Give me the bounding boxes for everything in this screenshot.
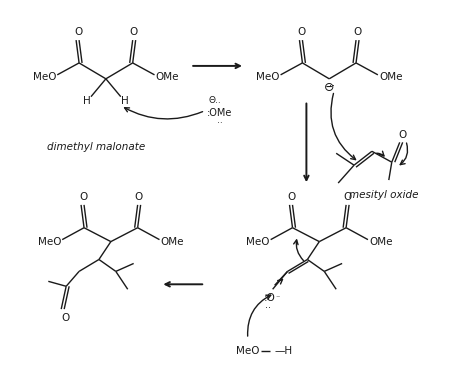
Text: O: O bbox=[353, 27, 361, 37]
Text: O: O bbox=[74, 27, 82, 37]
Text: O: O bbox=[61, 313, 69, 323]
Text: —H: —H bbox=[274, 346, 293, 356]
Text: OMe: OMe bbox=[161, 236, 184, 247]
Text: O: O bbox=[297, 27, 306, 37]
Text: H: H bbox=[121, 96, 129, 106]
Text: ..: .. bbox=[329, 78, 335, 88]
Text: O: O bbox=[288, 192, 296, 202]
Text: mesityl oxide: mesityl oxide bbox=[349, 190, 418, 200]
Text: MeO: MeO bbox=[236, 346, 260, 356]
Text: OMe: OMe bbox=[369, 236, 392, 247]
Text: MeO: MeO bbox=[37, 236, 61, 247]
Text: MeO: MeO bbox=[246, 236, 270, 247]
Text: :OMe: :OMe bbox=[207, 108, 233, 117]
Text: O: O bbox=[343, 192, 351, 202]
Text: OMe: OMe bbox=[156, 72, 179, 82]
Text: :O: :O bbox=[264, 293, 275, 303]
Text: O: O bbox=[130, 27, 138, 37]
Text: MeO: MeO bbox=[256, 72, 279, 82]
Text: Θ..: Θ.. bbox=[209, 96, 221, 105]
Text: O: O bbox=[135, 192, 143, 202]
Text: MeO: MeO bbox=[32, 72, 56, 82]
Text: ⊖: ⊖ bbox=[324, 81, 334, 94]
Text: H: H bbox=[83, 96, 91, 106]
Text: O: O bbox=[399, 130, 407, 140]
Text: ..: .. bbox=[265, 288, 271, 298]
Text: O: O bbox=[79, 192, 87, 202]
Text: ⁻: ⁻ bbox=[275, 294, 280, 303]
Text: ..: .. bbox=[265, 300, 271, 310]
Text: ..: .. bbox=[217, 116, 223, 125]
Text: dimethyl malonate: dimethyl malonate bbox=[47, 142, 145, 152]
Text: OMe: OMe bbox=[379, 72, 403, 82]
